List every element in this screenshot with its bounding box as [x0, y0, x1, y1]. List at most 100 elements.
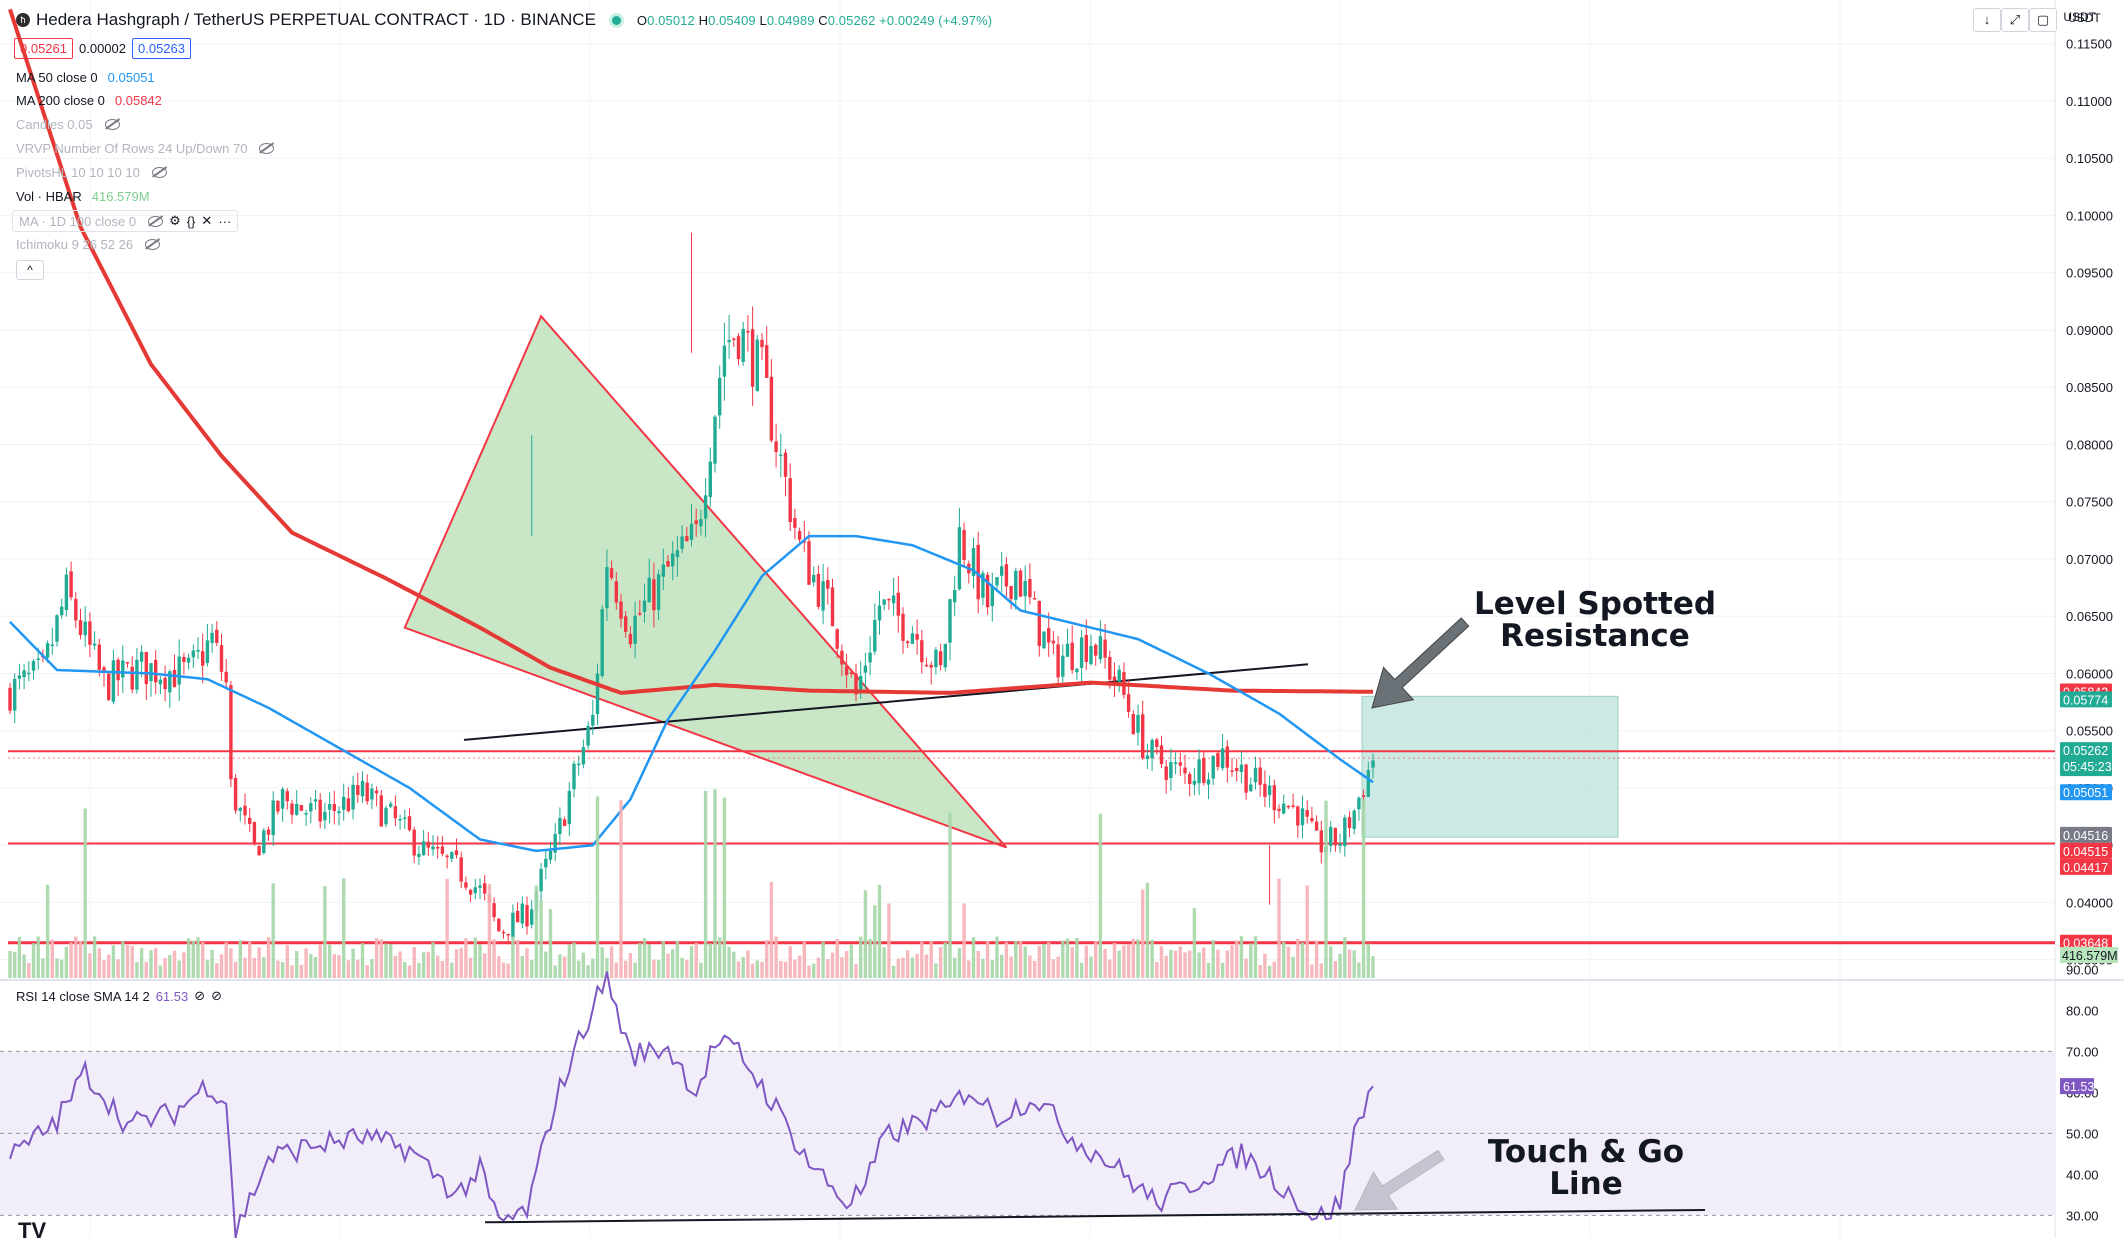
- rsi-more-icon[interactable]: ⊘: [211, 988, 223, 1003]
- volume-bar: [990, 960, 994, 978]
- candle-body: [17, 675, 22, 679]
- volume-bar: [351, 948, 355, 978]
- price-tick-label: 0.05500: [2066, 724, 2113, 739]
- volume-bar: [177, 960, 181, 978]
- hidden-eye-icon[interactable]: [148, 215, 164, 227]
- candle-body: [473, 887, 477, 894]
- candle-body: [31, 661, 36, 671]
- candle-body: [1084, 634, 1088, 662]
- candle-body: [981, 573, 985, 598]
- buy-price-button[interactable]: 0.05263: [132, 38, 191, 59]
- candle-body: [685, 535, 689, 542]
- candle-body: [370, 788, 374, 800]
- volume-bar: [844, 951, 849, 978]
- candle-body: [708, 461, 712, 498]
- candle-body: [586, 725, 590, 746]
- candle-body: [581, 747, 586, 765]
- volume-bar: [539, 900, 543, 978]
- indicator-pivots[interactable]: PivotsHL 10 10 10 10: [16, 165, 167, 180]
- volume-bar: [558, 954, 562, 978]
- candle-body: [351, 784, 355, 810]
- more-icon[interactable]: ···: [218, 213, 232, 229]
- candle-body: [1178, 762, 1182, 766]
- volume-bar: [511, 936, 515, 978]
- volume-bar: [826, 959, 830, 978]
- volume-bar: [384, 943, 388, 978]
- volume-bar: [1079, 962, 1084, 978]
- ma50-line: [9, 534, 1374, 853]
- candle-body: [1282, 803, 1286, 814]
- maximize-pane-button[interactable]: ⤢: [2001, 8, 2029, 32]
- candle-body: [36, 658, 40, 661]
- scroll-down-button[interactable]: ↓: [1973, 8, 2001, 32]
- candle-body: [60, 606, 64, 616]
- hidden-eye-icon[interactable]: [145, 239, 161, 250]
- indicator-ma100[interactable]: MA · 1D 100 close 0 ⚙ {} ✕ ···: [12, 210, 239, 232]
- currency-selector[interactable]: USDT: [2063, 10, 2096, 24]
- collapse-legend-button[interactable]: ^: [16, 260, 44, 280]
- indicator-candles[interactable]: Candles 0.05: [16, 117, 120, 132]
- volume-bar: [1000, 954, 1004, 978]
- volume-bar: [1056, 956, 1060, 978]
- candle-body: [1258, 767, 1262, 785]
- rsi-settings-icon[interactable]: ⊘: [194, 988, 206, 1003]
- candle-body: [1047, 628, 1051, 643]
- candle-body: [835, 629, 839, 649]
- indicator-ma50[interactable]: MA 50 close 0 0.05051: [16, 70, 155, 85]
- candle-body: [1235, 768, 1239, 772]
- close-icon[interactable]: ✕: [201, 213, 213, 228]
- source-code-icon[interactable]: {}: [186, 213, 196, 229]
- candle-body: [525, 905, 529, 927]
- price-label-box: [2060, 784, 2112, 801]
- indicator-volume[interactable]: Vol · HBAR 416.579M: [16, 189, 150, 204]
- sell-price-button[interactable]: 0.05261: [14, 38, 73, 59]
- candle-body: [1150, 740, 1154, 759]
- candle-body: [55, 615, 59, 642]
- volume-bar: [154, 948, 158, 978]
- volume-bar: [318, 944, 322, 978]
- volume-bar: [149, 950, 153, 978]
- volume-bar: [88, 953, 92, 978]
- volume-bar: [370, 958, 374, 978]
- indicator-ichimoku[interactable]: Ichimoku 9 26 52 26: [16, 237, 161, 252]
- candle-body: [1249, 784, 1253, 792]
- volume-bar: [652, 959, 656, 978]
- rsi-value-box: [2060, 1078, 2094, 1095]
- settings-icon[interactable]: ⚙: [169, 213, 181, 228]
- candle-body: [1141, 714, 1145, 759]
- hidden-eye-icon[interactable]: [259, 143, 275, 154]
- price-tick-label: 0.08000: [2066, 437, 2113, 452]
- candle-body: [1319, 830, 1323, 853]
- indicator-ma200[interactable]: MA 200 close 0 0.05842: [16, 93, 162, 108]
- volume-bar: [8, 951, 12, 978]
- candle-body: [1310, 818, 1314, 822]
- volume-bar: [342, 878, 346, 978]
- candle-body: [1037, 600, 1041, 647]
- price-label-box: [2060, 742, 2112, 777]
- hidden-eye-icon[interactable]: [151, 167, 167, 178]
- volume-bar: [722, 797, 727, 978]
- volume-bar: [55, 958, 59, 978]
- volume-bar: [172, 950, 177, 978]
- hidden-eye-icon[interactable]: [104, 119, 120, 130]
- volume-bar: [821, 941, 825, 978]
- indicator-vrvp[interactable]: VRVP Number Of Rows 24 Up/Down 70: [16, 141, 275, 156]
- volume-bar: [548, 909, 553, 978]
- candle-body: [906, 641, 910, 643]
- volume-bar: [478, 944, 482, 978]
- volume-bar: [186, 938, 191, 978]
- candle-body: [783, 452, 788, 477]
- candle-body: [83, 621, 87, 636]
- candle-body: [248, 817, 252, 824]
- price-label-text: 0.05774: [2063, 693, 2108, 707]
- volume-bar: [1253, 936, 1258, 978]
- candle-body: [1366, 770, 1370, 797]
- volume-bar: [1206, 962, 1211, 978]
- volume-bar: [304, 948, 308, 978]
- symbol-title[interactable]: Hedera Hashgraph / TetherUS PERPETUAL CO…: [36, 10, 596, 29]
- fullscreen-button[interactable]: ▢: [2029, 8, 2057, 32]
- rsi-legend[interactable]: RSI 14 close SMA 14 2 61.53 ⊘ ⊘: [16, 988, 223, 1004]
- volume-bar: [1032, 960, 1037, 978]
- candle-body: [1272, 785, 1276, 811]
